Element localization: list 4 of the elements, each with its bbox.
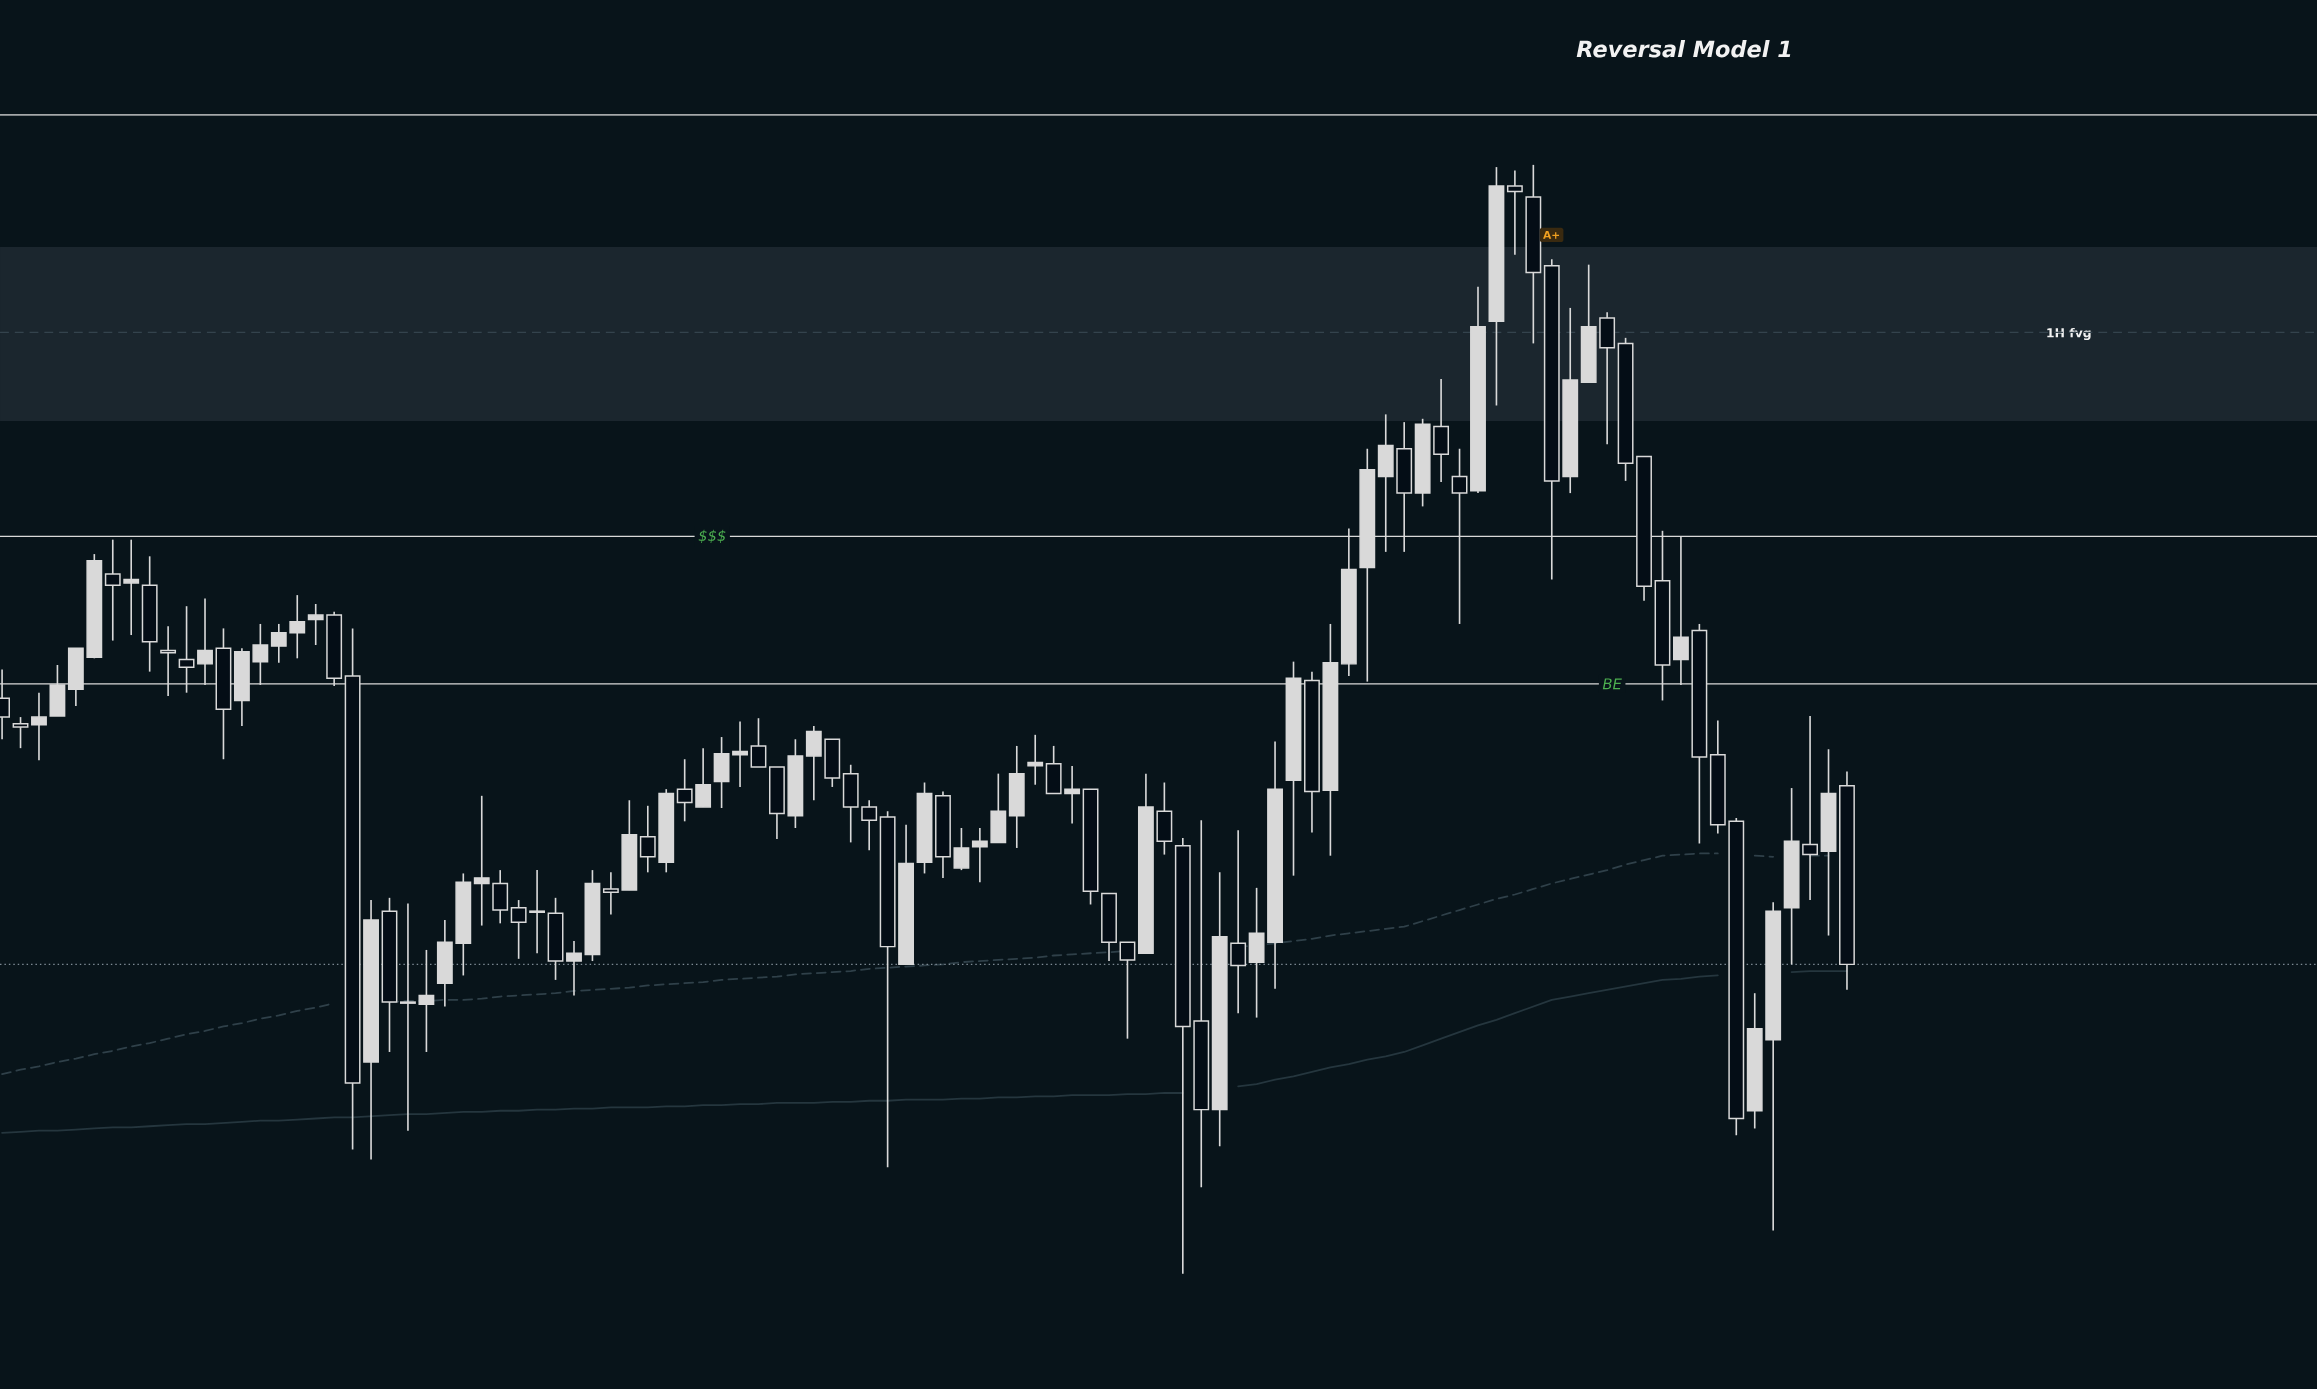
- annotation: A+: [1543, 231, 1560, 239]
- chart-title: Reversal Model 1: [1576, 40, 1791, 58]
- ref-line-label: $$$: [698, 529, 726, 544]
- ref-line-label: BE: [1602, 678, 1622, 690]
